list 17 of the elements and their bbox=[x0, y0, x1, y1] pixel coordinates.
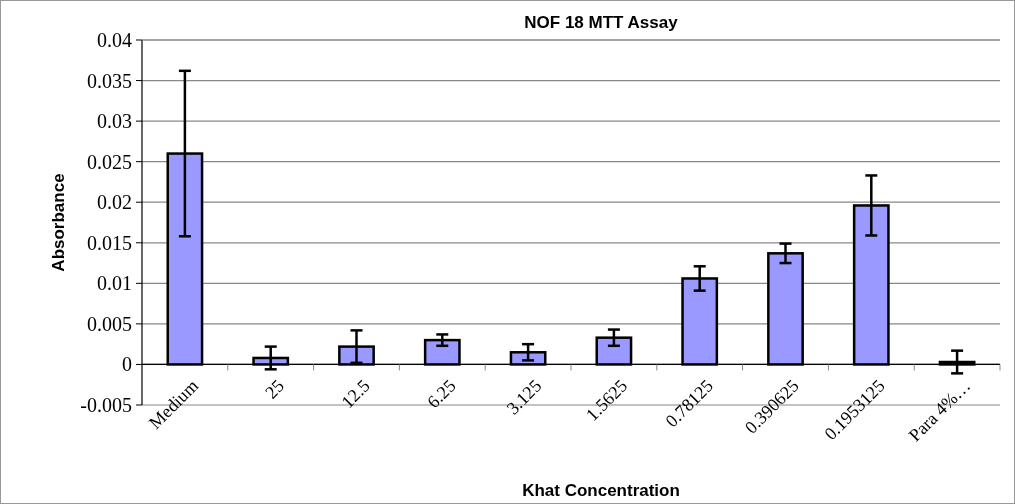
y-tick-label: -0.005 bbox=[80, 394, 132, 416]
x-axis-title: Khat Concentration bbox=[522, 481, 680, 500]
y-axis-title: Absorbance bbox=[49, 173, 68, 272]
y-tick-label: 0.02 bbox=[97, 191, 132, 214]
y-tick-label: 0.04 bbox=[97, 29, 132, 51]
y-tick-label: 0.01 bbox=[97, 272, 132, 295]
y-tick-label: 0.025 bbox=[87, 150, 132, 173]
chart-title: NOF 18 MTT Assay bbox=[524, 13, 679, 32]
y-tick-label: 0 bbox=[122, 353, 132, 376]
x-tick-label: Para 4%… bbox=[904, 375, 975, 446]
y-tick-label: 0.035 bbox=[87, 69, 132, 92]
x-tick-label: 6.25 bbox=[423, 375, 460, 412]
y-tick-label: 0.03 bbox=[97, 110, 132, 133]
x-tick-label: 12.5 bbox=[337, 375, 374, 412]
x-tick-label: 25 bbox=[261, 375, 288, 403]
y-tick-label: 0.015 bbox=[87, 231, 132, 254]
y-tick-label: 0.005 bbox=[87, 312, 132, 335]
